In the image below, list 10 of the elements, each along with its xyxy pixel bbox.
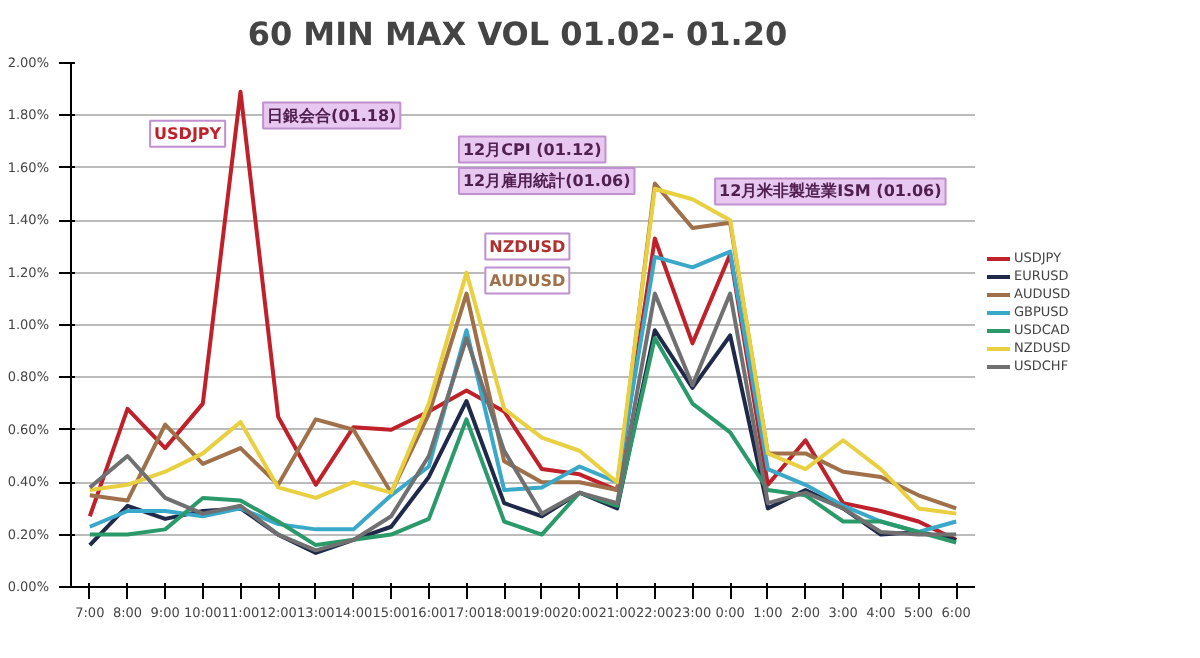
- annotation: 12月米非製造業ISM (01.06): [719, 182, 942, 201]
- annotation: AUDUSD: [489, 271, 567, 290]
- annotation: 日銀会合(01.18): [267, 106, 397, 125]
- annotation: 12月雇用統計(01.06): [462, 170, 631, 190]
- line-series: [87, 249, 959, 534]
- annotation: NZDUSD: [489, 237, 567, 256]
- annotation: USDJPY: [154, 124, 222, 143]
- line-series: [87, 89, 959, 542]
- annotation: 12月CPI (01.12): [462, 140, 602, 159]
- chart-title: 60 MIN MAX VOL 01.02- 01.20: [247, 15, 788, 53]
